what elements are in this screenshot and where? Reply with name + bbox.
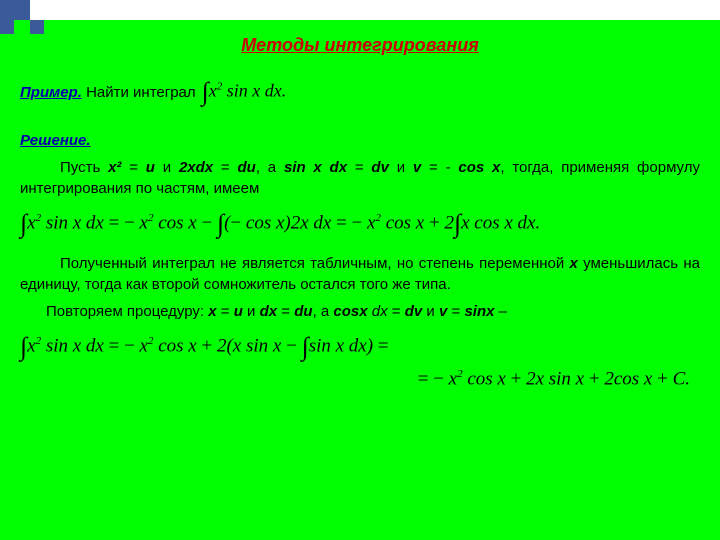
solution-label-line: Решение. xyxy=(20,130,700,151)
var-sinxdx: sin x dx xyxy=(284,159,347,176)
var-x2: x² xyxy=(108,159,121,176)
var-x-para: х xyxy=(570,255,578,272)
formula-2b: = − x2 cos x + 2x sin x + 2cos x + C. xyxy=(20,368,700,390)
top-bar xyxy=(0,0,720,20)
var-du: du xyxy=(238,159,256,176)
solution-label: Решение. xyxy=(20,132,91,149)
repeat-prefix: Повторяем процедуру: xyxy=(46,303,208,320)
paragraph-2: Полученный интеграл не является табличны… xyxy=(20,253,700,295)
var-cosx: cos x xyxy=(458,159,500,176)
setup-prefix: Пусть xyxy=(60,159,108,176)
var-dv: dv xyxy=(371,159,389,176)
repeat-line: Повторяем процедуру: x = u и dx = du, а … xyxy=(20,301,700,322)
page-title: Методы интегрирования xyxy=(20,35,700,56)
var-2xdx: 2xdx xyxy=(179,159,213,176)
setup-line: Пусть x² = u и 2xdx = du, а sin x dx = d… xyxy=(20,157,700,199)
decor-block xyxy=(30,20,44,34)
find-text: Найти интеграл xyxy=(86,84,196,101)
decor-block xyxy=(0,20,14,34)
var-u: u xyxy=(146,159,155,176)
decor-block xyxy=(0,0,30,20)
example-line: Пример. Найти интеграл ∫x2 sin x dx. xyxy=(20,74,700,110)
formula-1: ∫x2 sin x dx = − x2 cos x − ∫(− cos x)2x… xyxy=(20,209,700,239)
var-v: v xyxy=(413,159,421,176)
content-area: Методы интегрирования Пример. Найти инте… xyxy=(20,35,700,405)
formula-2a: ∫x2 sin x dx = − x2 cos x + 2(x sin x − … xyxy=(20,332,700,362)
example-label: Пример. xyxy=(20,84,82,101)
